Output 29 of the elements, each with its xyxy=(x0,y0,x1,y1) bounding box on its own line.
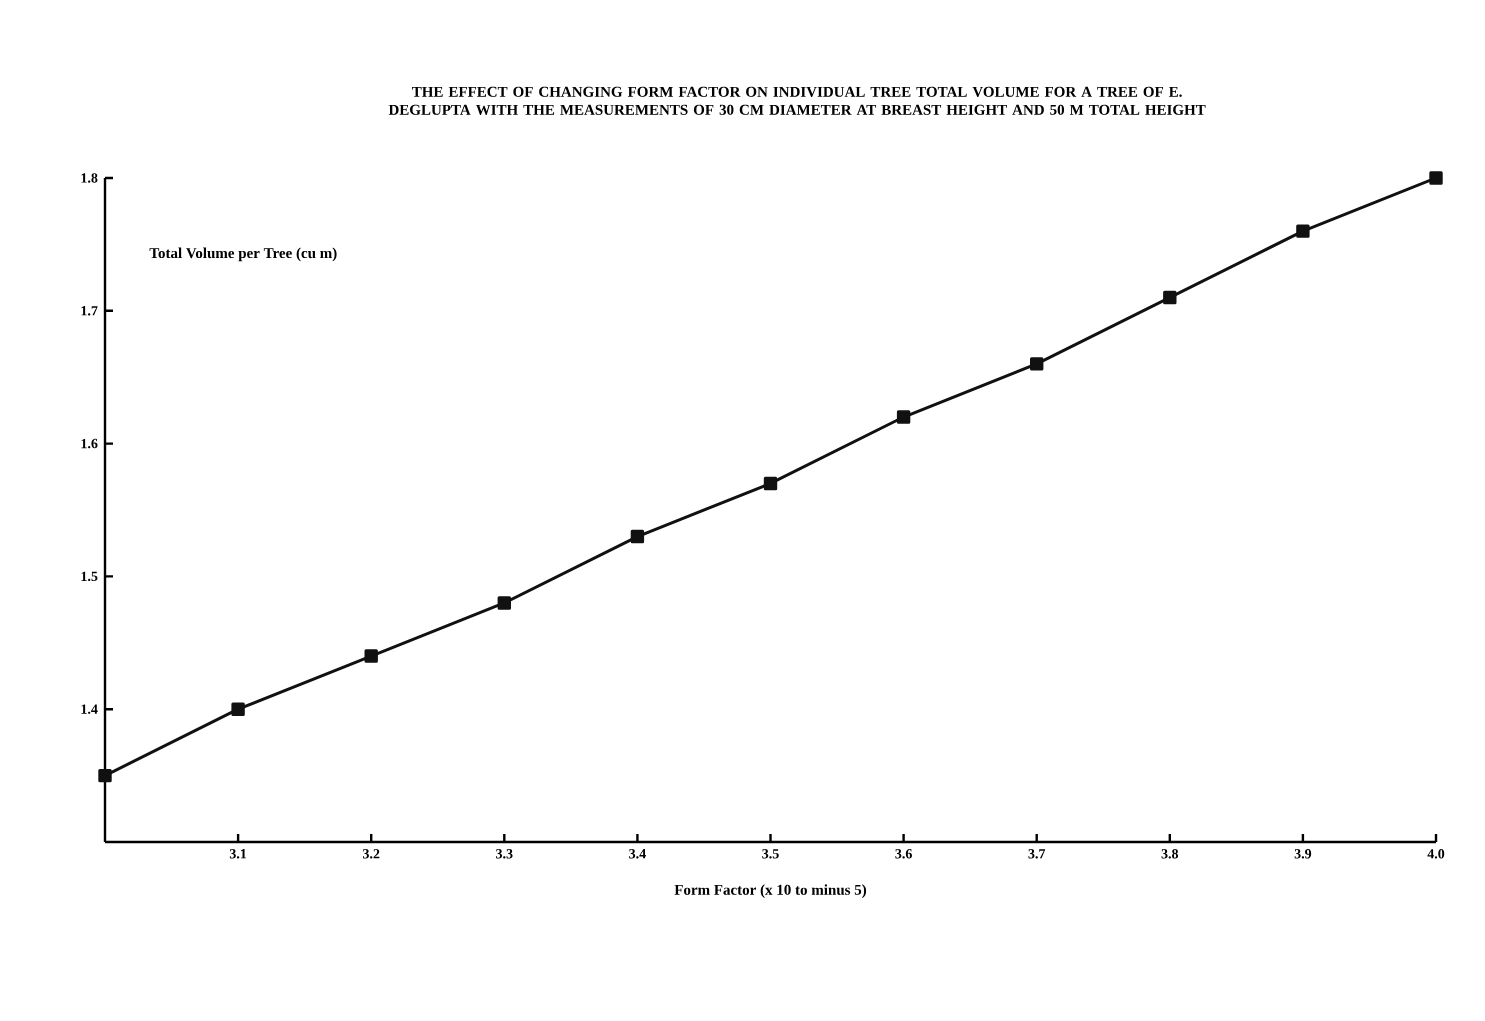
point xyxy=(231,702,245,716)
x-axis-title: Form Factor (x 10 to minus 5) xyxy=(674,884,867,898)
point xyxy=(497,596,511,610)
y-axis-title: Total Volume per Tree (cu m) xyxy=(149,247,337,262)
chart-title: THE EFFECT OF CHANGING FORM FACTOR ON INDIVIDUAL TREE TOTAL VOLUME FOR A TREE OF E. DEGLUPTA WITH THE MEASUREMENTS OF 30 CM DIAMETER AT BREAST HEIGHT AND 50 M TOTAL HEIGHT xyxy=(388,86,1206,115)
x-tick-label: 3.7 xyxy=(1028,849,1046,859)
x-tick-label: 3.8 xyxy=(1161,849,1179,859)
point xyxy=(763,476,778,491)
point xyxy=(1296,224,1310,238)
x-tick-label: 3.9 xyxy=(1294,849,1312,859)
y-tick-label: 1.5 xyxy=(81,571,98,582)
x-tick-label: 3.4 xyxy=(629,849,646,859)
x-tick-label: 3.6 xyxy=(895,849,912,859)
point xyxy=(364,649,378,663)
point xyxy=(1429,171,1443,185)
point xyxy=(1030,357,1044,371)
x-tick-label: 3.1 xyxy=(229,849,247,859)
x-tick-label: 3.3 xyxy=(496,849,513,859)
y-tick-label: 1.7 xyxy=(81,306,98,316)
y-tick-label: 1.8 xyxy=(81,173,98,183)
x-tick-label: 3.5 xyxy=(762,849,779,859)
point xyxy=(1163,290,1177,305)
y-tick-label: 1.4 xyxy=(81,704,98,714)
x-tick-label: 3.2 xyxy=(362,849,380,859)
point xyxy=(630,529,645,544)
point xyxy=(896,410,911,424)
x-tick-label: 4.0 xyxy=(1427,849,1445,859)
y-tick-label: 1.6 xyxy=(81,438,98,449)
point xyxy=(98,768,112,783)
